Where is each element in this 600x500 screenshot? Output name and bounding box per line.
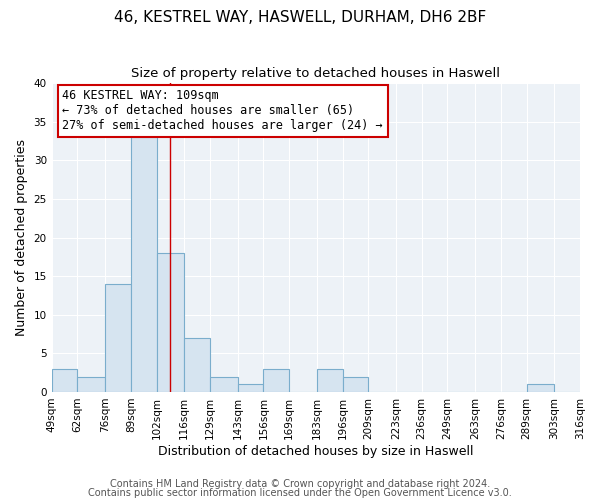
Bar [343, 376, 368, 392]
Bar [77, 376, 105, 392]
Bar [184, 338, 210, 392]
Y-axis label: Number of detached properties: Number of detached properties [15, 139, 28, 336]
Bar [317, 369, 343, 392]
X-axis label: Distribution of detached houses by size in Haswell: Distribution of detached houses by size … [158, 444, 473, 458]
Bar [238, 384, 263, 392]
Text: Contains HM Land Registry data © Crown copyright and database right 2024.: Contains HM Land Registry data © Crown c… [110, 479, 490, 489]
Bar [157, 253, 184, 392]
Bar [527, 384, 554, 392]
Text: 46 KESTREL WAY: 109sqm
← 73% of detached houses are smaller (65)
27% of semi-det: 46 KESTREL WAY: 109sqm ← 73% of detached… [62, 89, 383, 132]
Bar [105, 284, 131, 392]
Bar [52, 369, 77, 392]
Text: Contains public sector information licensed under the Open Government Licence v3: Contains public sector information licen… [88, 488, 512, 498]
Title: Size of property relative to detached houses in Haswell: Size of property relative to detached ho… [131, 68, 500, 80]
Bar [131, 137, 157, 392]
Bar [263, 369, 289, 392]
Text: 46, KESTREL WAY, HASWELL, DURHAM, DH6 2BF: 46, KESTREL WAY, HASWELL, DURHAM, DH6 2B… [114, 10, 486, 25]
Bar [210, 376, 238, 392]
